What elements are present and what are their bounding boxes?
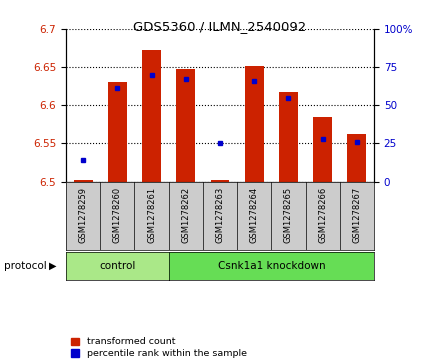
Bar	[348, 134, 367, 182]
Legend: transformed count, percentile rank within the sample: transformed count, percentile rank withi…	[71, 338, 247, 358]
Text: GSM1278266: GSM1278266	[318, 187, 327, 243]
Text: GSM1278267: GSM1278267	[352, 187, 361, 243]
Bar	[108, 82, 127, 182]
Text: GSM1278261: GSM1278261	[147, 187, 156, 243]
Bar	[279, 92, 298, 182]
Bar	[142, 50, 161, 182]
Text: GSM1278259: GSM1278259	[79, 187, 88, 243]
Text: GSM1278262: GSM1278262	[181, 187, 190, 243]
Text: protocol: protocol	[4, 261, 47, 271]
Text: GSM1278260: GSM1278260	[113, 187, 122, 243]
Text: ▶: ▶	[49, 261, 57, 271]
Bar	[313, 117, 332, 182]
Text: GDS5360 / ILMN_2540092: GDS5360 / ILMN_2540092	[133, 20, 307, 33]
Bar	[245, 66, 264, 182]
Bar	[74, 180, 92, 182]
Bar	[176, 69, 195, 182]
Bar	[211, 180, 229, 182]
Text: GSM1278264: GSM1278264	[250, 187, 259, 243]
Text: Csnk1a1 knockdown: Csnk1a1 knockdown	[217, 261, 325, 271]
Text: GSM1278265: GSM1278265	[284, 187, 293, 243]
Text: control: control	[99, 261, 136, 271]
Text: GSM1278263: GSM1278263	[216, 187, 224, 243]
